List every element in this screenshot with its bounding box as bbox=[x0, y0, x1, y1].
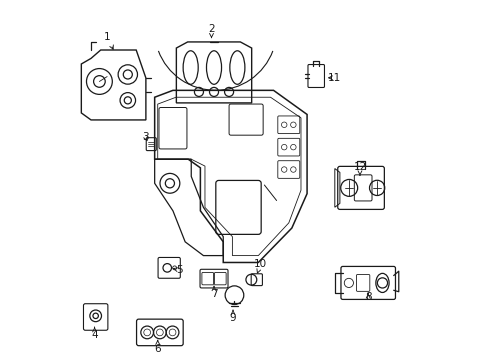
Text: 3: 3 bbox=[142, 132, 148, 142]
Text: 12: 12 bbox=[353, 162, 366, 175]
Text: 5: 5 bbox=[173, 265, 183, 275]
Text: 7: 7 bbox=[210, 286, 217, 299]
Text: 10: 10 bbox=[254, 259, 266, 273]
Text: 8: 8 bbox=[364, 292, 371, 302]
Text: 11: 11 bbox=[327, 73, 340, 83]
Text: 9: 9 bbox=[229, 310, 236, 323]
Text: 6: 6 bbox=[154, 341, 161, 354]
Text: 2: 2 bbox=[208, 24, 214, 37]
Text: 1: 1 bbox=[104, 32, 113, 49]
Text: 4: 4 bbox=[91, 327, 98, 340]
